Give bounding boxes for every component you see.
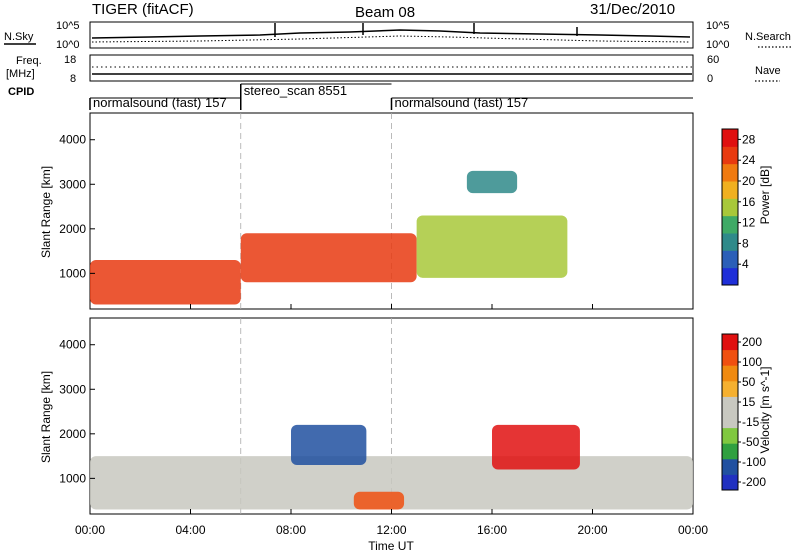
nsearch-trace (91, 35, 691, 43)
y-tick-label: 3000 (59, 177, 86, 191)
velocity-echo-regions (90, 318, 693, 514)
colorbar-swatch (722, 181, 738, 199)
colorbar-tick-label: -50 (742, 435, 760, 449)
velocity-colorbar-label: Velocity [m s^-1] (758, 367, 772, 454)
velocity-y-ticks: 1000 2000 3000 4000 (59, 338, 95, 485)
y-tick-label: 3000 (59, 382, 86, 396)
nsky-trace (91, 29, 691, 39)
colorbar-frame (721, 128, 739, 286)
power-panel: 1000 2000 3000 4000 Slant Range [km] 4 8 12 16… (39, 112, 772, 310)
freq-panel (89, 54, 694, 82)
echo-region (416, 215, 568, 278)
echo-region (466, 170, 518, 194)
x-tick-label: 12:00 (376, 523, 406, 537)
cpid-program-label: normalsound (fast) 157 (395, 95, 529, 110)
echo-region (353, 491, 405, 510)
colorbar-swatch (722, 233, 738, 251)
colorbar-tick-label: 200 (742, 335, 762, 349)
colorbar-swatch (722, 380, 738, 397)
x-tick-label: 04:00 (175, 523, 205, 537)
count-tick-low-right: 10^0 (706, 39, 730, 51)
colorbar-tick-label: 8 (742, 236, 749, 250)
nave-tick-low: 0 (707, 73, 713, 85)
colorbar-swatch (722, 427, 738, 444)
power-echo-regions (90, 113, 568, 309)
echo-region (492, 424, 580, 470)
power-ylabel: Slant Range [km] (39, 166, 53, 258)
freq-label: Freq. (16, 55, 42, 67)
cpid-program-label: stereo_scan 8551 (244, 83, 347, 98)
power-colorbar-label: Power [dB] (758, 166, 772, 225)
count-tick-high-right: 10^5 (706, 20, 730, 32)
colorbar-tick-label: 16 (742, 195, 756, 209)
colorbar-swatch (722, 365, 738, 382)
colorbar-swatch (722, 129, 738, 147)
freq-tick-high: 18 (64, 54, 76, 66)
colorbar-swatch (722, 349, 738, 366)
velocity-ylabel: Slant Range [km] (39, 371, 53, 463)
colorbar-tick-label: -15 (742, 415, 760, 429)
colorbar-tick-label: 100 (742, 355, 762, 369)
colorbar-tick-label: -100 (742, 455, 766, 469)
nave-tick-high: 60 (707, 54, 719, 66)
colorbar-tick-label: 50 (742, 375, 756, 389)
colorbar-tick-label: 12 (742, 216, 756, 230)
echo-region (90, 260, 241, 305)
freq-unit: [MHz] (6, 68, 35, 80)
nave-label: Nave (755, 65, 781, 77)
nsearch-label: N.Search (745, 31, 791, 43)
x-tick-label: 20:00 (577, 523, 607, 537)
colorbar-swatch (722, 334, 738, 351)
x-tick-label: 00:00 (678, 523, 708, 537)
cpid-label: CPID (8, 86, 34, 98)
colorbar-tick-label: 28 (742, 132, 756, 146)
y-tick-label: 4000 (59, 338, 86, 352)
colorbar-swatch (722, 163, 738, 182)
x-tick-label: 16:00 (477, 523, 507, 537)
colorbar-swatch (722, 250, 738, 269)
velocity-colorbar: 200 100 50 15 -15 -50 -100 -200 (721, 333, 766, 491)
colorbar-swatch (722, 396, 738, 413)
colorbar-tick-label: 4 (742, 257, 749, 271)
y-tick-label: 4000 (59, 133, 86, 147)
colorbar-swatch (722, 198, 738, 217)
date-title: 31/Dec/2010 (590, 1, 675, 18)
count-tick-low: 10^0 (56, 39, 80, 51)
count-tick-high: 10^5 (56, 20, 80, 32)
x-tick-label: 00:00 (75, 523, 105, 537)
radar-title: TIGER (fitACF) (92, 1, 194, 18)
count-panel (89, 21, 694, 49)
colorbar-swatch (722, 412, 738, 429)
echo-region (90, 456, 693, 510)
time-axis-ticks: 00:00 04:00 08:00 12:00 16:00 20:00 00:00 (75, 304, 708, 537)
cpid-bar: normalsound (fast) 157 stereo_scan 8551 no… (89, 83, 693, 110)
echo-region (291, 424, 367, 465)
colorbar-frame (721, 333, 739, 491)
power-y-ticks: 1000 2000 3000 4000 (59, 133, 95, 280)
y-tick-label: 1000 (59, 471, 86, 485)
velocity-panel: 1000 2000 3000 4000 Slant Range [km] 200 100… (39, 317, 772, 515)
freq-tick-low: 8 (70, 73, 76, 85)
colorbar-swatch (722, 215, 738, 234)
cpid-program-label: normalsound (fast) 157 (93, 95, 227, 110)
echo-region (240, 233, 417, 283)
x-tick-label: 08:00 (276, 523, 306, 537)
colorbar-swatch (722, 474, 738, 491)
power-colorbar: 4 8 12 16 20 24 28 (721, 128, 756, 286)
colorbar-tick-label: 20 (742, 174, 756, 188)
colorbar-swatch (722, 146, 738, 165)
nsky-label: N.Sky (4, 31, 34, 43)
y-tick-label: 1000 (59, 266, 86, 280)
colorbar-tick-label: 24 (742, 153, 756, 167)
colorbar-swatch (722, 458, 738, 475)
y-tick-label: 2000 (59, 222, 86, 236)
colorbar-tick-label: -200 (742, 475, 766, 489)
time-axis-label: Time UT (368, 539, 414, 553)
beam-title: Beam 08 (355, 4, 415, 21)
colorbar-swatch (722, 267, 738, 286)
y-tick-label: 2000 (59, 427, 86, 441)
colorbar-swatch (722, 443, 738, 460)
colorbar-tick-label: 15 (742, 395, 756, 409)
